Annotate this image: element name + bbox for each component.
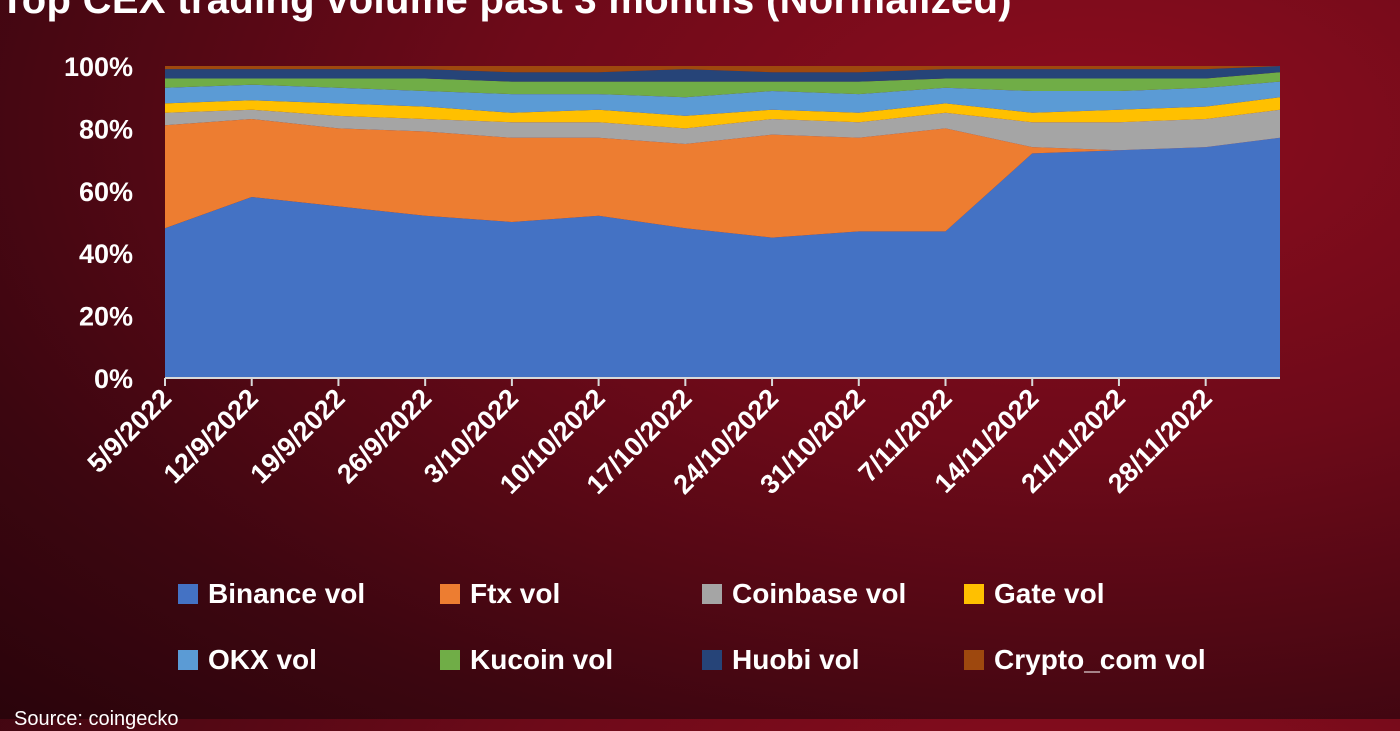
legend-swatch <box>702 650 722 670</box>
legend-label: Crypto_com vol <box>994 644 1206 675</box>
y-tick-label: 40% <box>79 239 133 269</box>
legend-item: Gate vol <box>964 578 1226 610</box>
legend-swatch <box>440 650 460 670</box>
legend-item: Coinbase vol <box>702 578 964 610</box>
legend-swatch <box>440 584 460 604</box>
legend-swatch <box>178 650 198 670</box>
area-series-okx-vol <box>165 81 1280 116</box>
legend-label: OKX vol <box>208 644 317 675</box>
legend-item: Ftx vol <box>440 578 702 610</box>
y-tick-label: 60% <box>79 177 133 207</box>
legend-swatch <box>702 584 722 604</box>
axis-layer <box>164 377 1280 386</box>
legend-label: Coinbase vol <box>732 578 907 609</box>
area-series-huobi-vol <box>165 66 1280 82</box>
legend-label: Ftx vol <box>470 578 561 609</box>
y-tick-label: 0% <box>94 364 133 394</box>
legend-item: Crypto_com vol <box>964 644 1226 676</box>
legend-item: OKX vol <box>178 644 440 676</box>
y-tick-label: 80% <box>79 114 133 144</box>
y-tick-label: 20% <box>79 302 133 332</box>
y-tick-labels: 0% 20% 40% 60% 80% 100% <box>64 52 133 394</box>
x-tick-label: 26/9/2022 <box>331 383 437 489</box>
legend-item: Binance vol <box>178 578 440 610</box>
legend-swatch <box>178 584 198 604</box>
legend-label: Gate vol <box>994 578 1105 609</box>
area-layer <box>165 66 1280 378</box>
area-series-gate-vol <box>165 97 1280 129</box>
chart-title: Top CEX trading volume past 3 months (No… <box>0 0 1012 22</box>
legend-item: Huobi vol <box>702 644 964 676</box>
x-tick-label: 12/9/2022 <box>158 383 264 489</box>
legend-label: Huobi vol <box>732 644 860 675</box>
source-note: Source: coingecko <box>14 708 179 730</box>
x-tick-labels: 5/9/202212/9/202219/9/202226/9/20223/10/… <box>82 383 1218 500</box>
y-tick-label: 100% <box>64 52 133 82</box>
area-series-crypto-com-vol <box>165 66 1280 73</box>
legend-label: Binance vol <box>208 578 366 609</box>
area-series-kucoin-vol <box>165 72 1280 98</box>
legend-item: Kucoin vol <box>440 644 702 676</box>
legend-swatch <box>964 584 984 604</box>
area-series-coinbase-vol <box>165 109 1280 151</box>
legend-label: Kucoin vol <box>470 644 614 675</box>
area-series-binance-vol <box>165 137 1280 378</box>
chart-legend: Binance vol Ftx vol Coinbase vol Gate vol OK… <box>178 578 1278 676</box>
x-tick-label: 19/9/2022 <box>245 383 351 489</box>
legend-swatch <box>964 650 984 670</box>
area-series-ftx-vol <box>165 119 1280 238</box>
